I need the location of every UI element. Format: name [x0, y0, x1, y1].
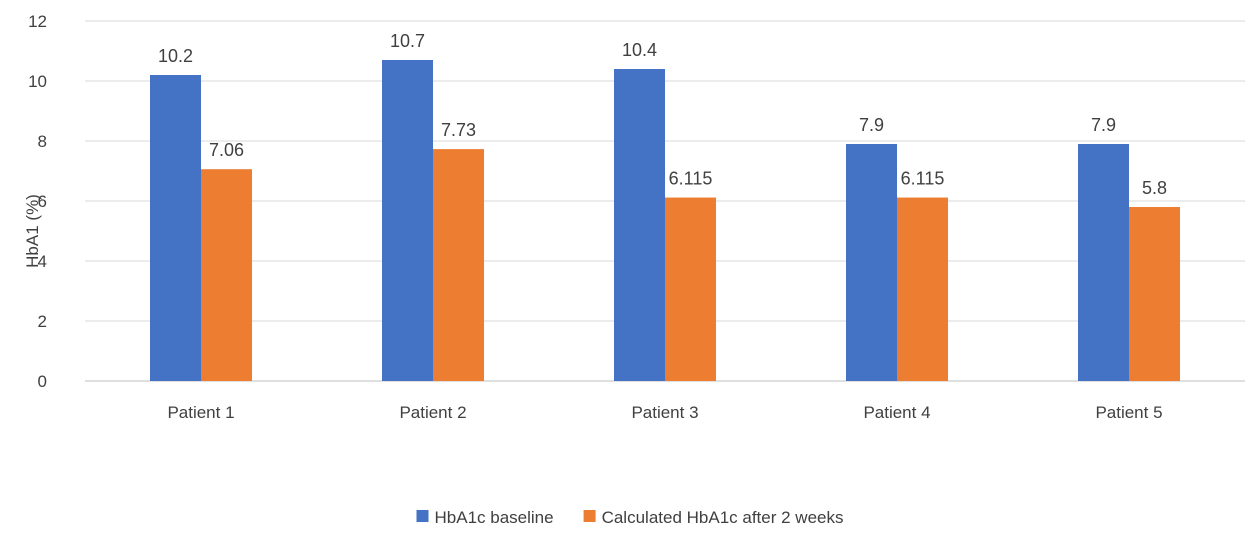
legend-item: Calculated HbA1c after 2 weeks — [583, 508, 844, 527]
bar-baseline — [1078, 144, 1129, 381]
y-tick-label: 6 — [38, 192, 47, 211]
data-label: 5.8 — [1142, 178, 1167, 198]
bar-after-2-weeks — [201, 169, 252, 381]
data-label: 10.7 — [390, 31, 425, 51]
y-tick-label: 4 — [38, 252, 47, 271]
y-tick-label: 12 — [28, 12, 47, 31]
y-tick-label: 10 — [28, 72, 47, 91]
legend-item: HbA1c baseline — [416, 508, 554, 527]
x-category-label: Patient 3 — [631, 403, 698, 422]
legend-swatch — [583, 510, 596, 522]
bar-baseline — [382, 60, 433, 381]
x-category-label: Patient 1 — [167, 403, 234, 422]
x-category-label: Patient 2 — [399, 403, 466, 422]
data-label: 7.06 — [209, 140, 244, 160]
x-category-label: Patient 4 — [863, 403, 930, 422]
data-label: 7.73 — [441, 120, 476, 140]
bar-after-2-weeks — [665, 197, 716, 381]
legend-label: HbA1c baseline — [435, 508, 554, 527]
y-axis-ticks: 0 2 4 6 8 10 12 — [28, 12, 47, 391]
legend-swatch — [416, 510, 429, 522]
data-label: 7.9 — [1091, 115, 1116, 135]
legend: HbA1c baseline Calculated HbA1c after 2 w… — [416, 508, 844, 527]
bar-baseline — [846, 144, 897, 381]
y-axis-label: HbA1 (%) — [23, 194, 42, 268]
data-label: 10.2 — [158, 46, 193, 66]
bar-after-2-weeks — [1129, 207, 1180, 381]
bar-after-2-weeks — [897, 197, 948, 381]
data-label: 6.115 — [901, 169, 945, 189]
y-tick-label: 2 — [38, 312, 47, 331]
y-tick-label: 8 — [38, 132, 47, 151]
data-label: 6.115 — [669, 169, 713, 189]
data-label: 10.4 — [622, 40, 657, 60]
y-tick-label: 0 — [38, 372, 47, 391]
bars — [150, 60, 1180, 381]
x-category-label: Patient 5 — [1095, 403, 1162, 422]
bar-after-2-weeks — [433, 149, 484, 381]
bar-baseline — [150, 75, 201, 381]
legend-label: Calculated HbA1c after 2 weeks — [602, 508, 844, 527]
data-label: 7.9 — [859, 115, 884, 135]
bar-baseline — [614, 69, 665, 381]
data-labels: 10.2 7.06 10.7 7.73 10.4 6.115 7.9 6.115 7.9 5.8 — [158, 31, 1167, 198]
x-axis-categories: Patient 1 Patient 2 Patient 3 Patient 4 Pati… — [167, 403, 1162, 422]
